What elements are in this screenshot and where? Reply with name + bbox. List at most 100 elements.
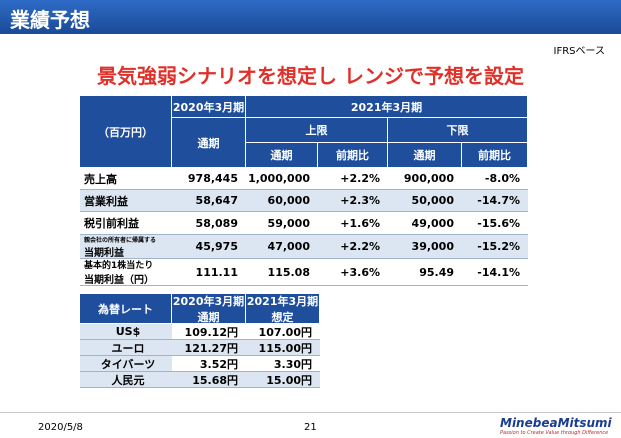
fx-title-cell: 為替レート <box>80 294 172 324</box>
value-cell-text: 47,000 <box>267 240 310 253</box>
value-cell-text: 58,089 <box>195 216 238 230</box>
fx-label-cell-text: ユーロ <box>111 341 145 355</box>
upper-cell: 上限 <box>246 118 388 143</box>
fx-value-cell: 15.68円 <box>172 372 246 388</box>
value-cell-text: 59,000 <box>267 216 310 230</box>
value-cell: 47,000 <box>246 235 318 259</box>
value-cell-text: -14.1% <box>477 265 520 279</box>
value-cell: 58,089 <box>172 212 246 235</box>
value-cell-text: -15.2% <box>477 240 520 253</box>
fx-value-cell: 3.52円 <box>172 356 246 372</box>
value-cell-text: 115.08 <box>267 265 310 279</box>
value-cell: 1,000,000 <box>246 168 318 190</box>
fx-label-cell-text: 人民元 <box>111 373 145 387</box>
row-label: 売上高 <box>80 168 172 190</box>
row-label-text: 親会社の所有者に帰属する <box>84 236 157 244</box>
page-number: 21 <box>304 422 317 433</box>
value-cell: 45,975 <box>172 235 246 259</box>
row-label-text: 売上高 <box>84 172 117 186</box>
value-cell: +2.3% <box>318 190 388 212</box>
value-cell: 95.49 <box>388 259 462 286</box>
fx-value-cell-text: 107.00円 <box>258 325 312 339</box>
fx-fy2021-cell-text: 想定 <box>271 310 294 324</box>
value-cell: 978,445 <box>172 168 246 190</box>
row-label: 税引前利益 <box>80 212 172 235</box>
value-cell: +2.2% <box>318 235 388 259</box>
fx-fy2021-cell: 2021年3月期 想定 <box>246 294 320 324</box>
column-header: 通期 <box>388 143 462 168</box>
value-cell-text: 1,000,000 <box>248 172 310 185</box>
value-cell-text: 95.49 <box>419 265 454 279</box>
fx-fy2021-cell-text: 2021年3月期 <box>246 294 319 308</box>
value-cell: 59,000 <box>246 212 318 235</box>
brand-logo: MinebeaMitsumi <box>500 416 612 430</box>
column-header-text: 前期比 <box>478 149 511 162</box>
header-bar <box>0 0 621 34</box>
value-cell: -15.2% <box>462 235 528 259</box>
value-cell: +3.6% <box>318 259 388 286</box>
value-cell-text: 60,000 <box>267 194 310 207</box>
fx-label-cell: 人民元 <box>80 372 172 388</box>
fy2020-cell: 2020年3月期 <box>172 96 246 118</box>
row-label: 営業利益 <box>80 190 172 212</box>
upper-cell-text: 上限 <box>305 124 328 137</box>
row-label-text: 営業利益 <box>84 194 128 208</box>
fx-value-cell: 115.00円 <box>246 340 320 356</box>
lower-cell: 下限 <box>388 118 528 143</box>
fx-title-cell-text: 為替レート <box>98 302 153 316</box>
value-cell-text: -8.0% <box>484 172 520 185</box>
unit-cell-text: （百万円） <box>98 125 153 139</box>
value-cell: +2.2% <box>318 168 388 190</box>
value-cell: 60,000 <box>246 190 318 212</box>
value-cell-text: +3.6% <box>340 265 380 279</box>
column-header: 前期比 <box>462 143 528 168</box>
fx-value-cell: 3.30円 <box>246 356 320 372</box>
value-cell: 111.11 <box>172 259 246 286</box>
footer-date: 2020/5/8 <box>38 422 83 433</box>
value-cell: 115.08 <box>246 259 318 286</box>
headline: 景気強弱シナリオを想定し レンジで予想を設定 <box>97 64 524 88</box>
value-cell: 49,000 <box>388 212 462 235</box>
column-header-text: 前期比 <box>336 149 369 162</box>
value-cell-text: -14.7% <box>477 194 520 207</box>
slide-title: 業績予想 <box>10 8 90 32</box>
value-cell: 58,647 <box>172 190 246 212</box>
fy2020-sub-cell-text: 通期 <box>197 136 220 150</box>
value-cell-text: 45,975 <box>195 240 238 253</box>
footer-line <box>0 412 621 413</box>
fx-value-cell-text: 121.27円 <box>184 341 238 355</box>
fx-value-cell-text: 3.30円 <box>273 357 312 371</box>
value-cell-text: 50,000 <box>411 194 454 207</box>
value-cell: 900,000 <box>388 168 462 190</box>
value-cell-text: 58,647 <box>195 194 238 207</box>
fy2021-cell: 2021年3月期 <box>246 96 528 118</box>
value-cell-text: +2.2% <box>340 172 380 185</box>
value-cell-text: 978,445 <box>187 172 238 185</box>
brand-tagline: Passion to Create Value through Differen… <box>500 430 609 436</box>
fx-fy2020-cell-text: 通期 <box>197 310 220 324</box>
fy2020-cell-text: 2020年3月期 <box>172 100 245 114</box>
value-cell-text: 39,000 <box>411 240 454 253</box>
value-cell-text: +1.6% <box>340 216 380 230</box>
fx-fy2020-cell: 2020年3月期 通期 <box>172 294 246 324</box>
value-cell: +1.6% <box>318 212 388 235</box>
fx-label-cell-text: タイバーツ <box>100 357 156 371</box>
value-cell-text: 900,000 <box>403 172 454 185</box>
fx-value-cell: 121.27円 <box>172 340 246 356</box>
fx-label-cell: ユーロ <box>80 340 172 356</box>
fx-value-cell: 107.00円 <box>246 324 320 340</box>
fx-value-cell-text: 115.00円 <box>258 341 312 355</box>
basis-note: IFRSベース <box>553 46 606 57</box>
value-cell: -15.6% <box>462 212 528 235</box>
fx-value-cell: 15.00円 <box>246 372 320 388</box>
fx-value-cell-text: 3.52円 <box>199 357 238 371</box>
fx-label-cell: タイバーツ <box>80 356 172 372</box>
row-label: 親会社の所有者に帰属する 当期利益 <box>80 235 172 259</box>
column-header: 通期 <box>246 143 318 168</box>
row-label-text: 税引前利益 <box>84 217 139 230</box>
value-cell: 39,000 <box>388 235 462 259</box>
value-cell: -14.1% <box>462 259 528 286</box>
value-cell-text: 111.11 <box>195 265 238 279</box>
row-label: 基本的1株当たり 当期利益（円） <box>80 259 172 286</box>
lower-cell-text: 下限 <box>446 124 469 137</box>
